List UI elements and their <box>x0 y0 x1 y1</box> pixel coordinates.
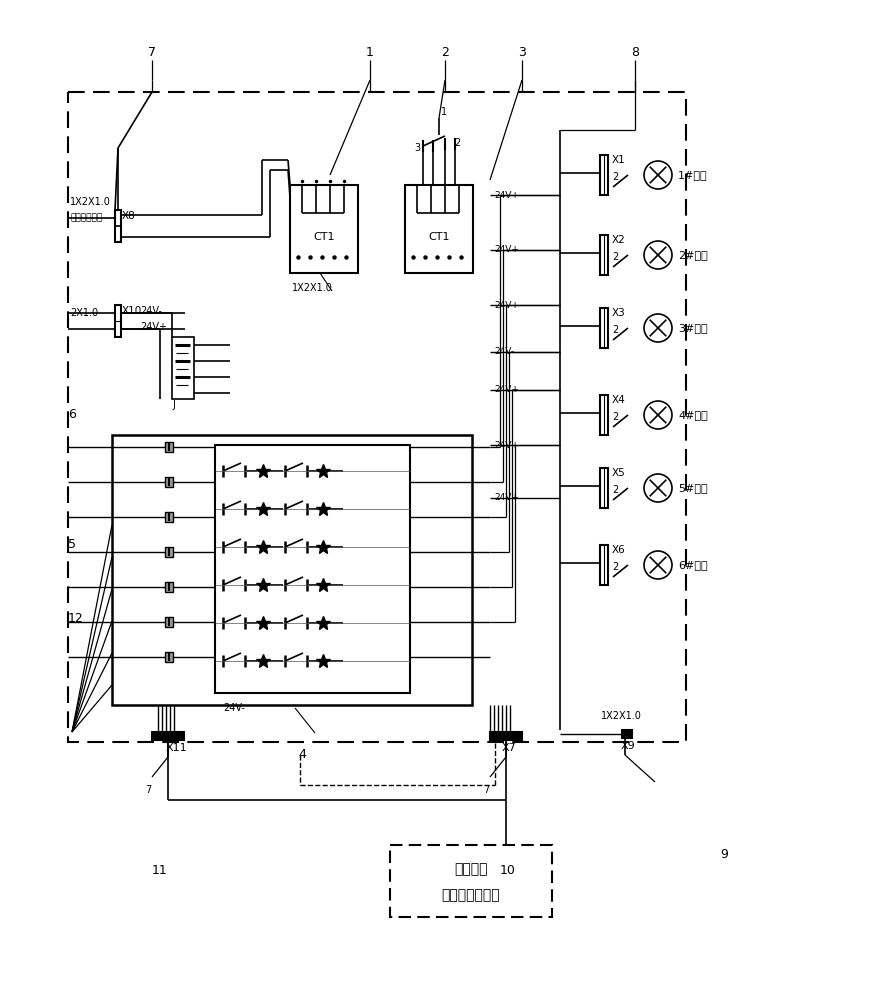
Text: 3#钒瓶: 3#钒瓶 <box>678 323 708 333</box>
Bar <box>165 512 173 522</box>
Bar <box>215 445 410 693</box>
Text: X2: X2 <box>612 235 626 245</box>
Text: X6: X6 <box>612 545 626 555</box>
Text: 2: 2 <box>612 562 619 572</box>
Text: 10: 10 <box>500 863 516 876</box>
Text: X11: X11 <box>166 743 187 753</box>
Bar <box>600 235 608 275</box>
Text: 1X2X1.0: 1X2X1.0 <box>601 711 642 721</box>
Text: 7: 7 <box>483 785 489 795</box>
Text: X5: X5 <box>612 468 626 478</box>
Text: 2: 2 <box>612 172 619 182</box>
Text: X10: X10 <box>122 306 143 316</box>
Text: 气体灭火: 气体灭火 <box>454 862 488 876</box>
Text: 2: 2 <box>612 325 619 335</box>
Text: 4: 4 <box>298 748 306 762</box>
Text: 24V+: 24V+ <box>494 493 519 502</box>
Text: 5#钒瓶: 5#钒瓶 <box>678 483 708 493</box>
Text: 24V-: 24V- <box>223 703 245 713</box>
Text: X4: X4 <box>612 395 626 405</box>
Bar <box>165 477 173 487</box>
Text: X3: X3 <box>612 308 626 318</box>
Text: 2: 2 <box>454 138 460 148</box>
Bar <box>290 185 358 273</box>
Bar <box>68 92 686 742</box>
Text: 2: 2 <box>612 485 619 495</box>
Bar <box>165 582 173 592</box>
Text: 24V-: 24V- <box>140 306 162 316</box>
Bar <box>600 545 608 585</box>
Text: X9: X9 <box>621 741 635 751</box>
Text: CT1: CT1 <box>429 232 450 242</box>
Text: 24V+: 24V+ <box>494 245 519 254</box>
Text: 报警联动控制器: 报警联动控制器 <box>442 888 501 902</box>
Text: 6#钒瓶: 6#钒瓶 <box>678 560 708 570</box>
Text: 1X2X1.0: 1X2X1.0 <box>292 283 333 293</box>
Bar <box>152 732 184 740</box>
Text: 1#钒瓶: 1#钒瓶 <box>678 170 708 180</box>
Text: 8: 8 <box>631 45 639 58</box>
Bar <box>172 337 194 399</box>
Text: J: J <box>172 400 175 410</box>
Text: 1: 1 <box>441 107 447 117</box>
Bar <box>115 210 121 242</box>
Bar <box>622 730 632 738</box>
Bar <box>600 395 608 435</box>
Bar <box>600 308 608 348</box>
Text: 24V+: 24V+ <box>494 190 519 200</box>
Text: 12: 12 <box>68 611 84 624</box>
Text: 24V+: 24V+ <box>494 300 519 310</box>
Bar <box>600 468 608 508</box>
Text: 2: 2 <box>441 45 449 58</box>
Bar <box>165 617 173 627</box>
Text: 1X2X1.0: 1X2X1.0 <box>70 197 111 207</box>
Text: 7: 7 <box>148 45 156 58</box>
Bar <box>490 732 522 740</box>
Bar <box>165 652 173 662</box>
Text: 9: 9 <box>720 848 728 861</box>
Bar <box>165 442 173 452</box>
Bar <box>405 185 473 273</box>
Bar <box>390 845 552 917</box>
Text: X1: X1 <box>612 155 626 165</box>
Text: 4#钒瓶: 4#钒瓶 <box>678 410 708 420</box>
Bar <box>115 305 121 337</box>
Text: 24V+: 24V+ <box>140 322 167 332</box>
Text: 7: 7 <box>145 785 151 795</box>
Text: 3: 3 <box>518 45 526 58</box>
Text: X7: X7 <box>502 743 517 753</box>
Text: 1: 1 <box>366 45 374 58</box>
Text: 2: 2 <box>612 252 619 262</box>
Bar <box>112 435 472 705</box>
Bar <box>600 155 608 195</box>
Text: 2: 2 <box>612 412 619 422</box>
Text: 24V+: 24V+ <box>494 385 519 394</box>
Text: 11: 11 <box>152 863 168 876</box>
Text: CT1: CT1 <box>313 232 334 242</box>
Text: 24V+: 24V+ <box>494 440 519 450</box>
Text: 5: 5 <box>68 538 76 552</box>
Text: 来自上一单件: 来自上一单件 <box>70 214 102 223</box>
Text: 6: 6 <box>68 408 76 422</box>
Bar <box>165 547 173 557</box>
Text: 2X1.0: 2X1.0 <box>70 308 99 318</box>
Text: 24V-: 24V- <box>494 348 514 357</box>
Text: X8: X8 <box>122 211 136 221</box>
Text: 3: 3 <box>414 143 420 153</box>
Text: 2#钒瓶: 2#钒瓶 <box>678 250 708 260</box>
